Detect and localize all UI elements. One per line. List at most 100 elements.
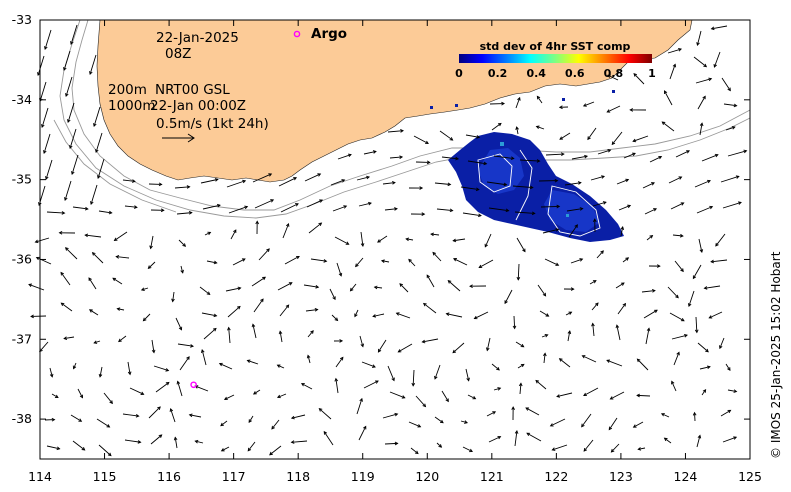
current-vector-head xyxy=(372,150,377,154)
current-vector-head xyxy=(394,207,398,211)
current-vector xyxy=(618,205,631,211)
current-vector-head xyxy=(237,286,242,291)
current-vector-head xyxy=(504,300,508,305)
current-vector xyxy=(226,180,246,188)
current-vector-head xyxy=(310,330,314,334)
current-vector xyxy=(65,247,78,260)
current-vector-head xyxy=(601,175,606,179)
current-vector xyxy=(73,362,77,369)
current-vector-head xyxy=(271,425,275,430)
x-tick-label: 121 xyxy=(480,469,504,484)
current-vector-head xyxy=(687,303,692,308)
current-vector xyxy=(177,343,194,347)
current-vector xyxy=(176,212,192,215)
current-vector-head xyxy=(400,129,404,133)
current-vector-head xyxy=(447,182,452,187)
x-tick-label: 124 xyxy=(674,469,698,484)
current-vector-head xyxy=(394,441,399,446)
current-vector xyxy=(387,365,395,381)
current-vector-head xyxy=(515,126,519,131)
current-vector-head xyxy=(165,381,170,386)
current-vector-head xyxy=(242,179,247,184)
current-vector xyxy=(637,394,651,397)
current-vector xyxy=(291,414,306,419)
current-vector xyxy=(638,447,646,450)
current-vector xyxy=(203,328,217,340)
current-vector-head xyxy=(473,315,478,320)
current-vector-head xyxy=(602,201,607,205)
current-vector xyxy=(542,228,559,234)
current-vector-head xyxy=(63,67,67,72)
current-vector xyxy=(587,127,597,140)
current-vector-head xyxy=(535,379,540,384)
current-vector xyxy=(642,182,655,189)
current-vector xyxy=(221,446,230,452)
current-vector-head xyxy=(609,396,614,400)
depth-label-2: 1000m xyxy=(108,98,156,114)
current-vector xyxy=(377,235,388,243)
colorbar-tick-label: 0 xyxy=(455,67,463,80)
current-vector xyxy=(271,419,280,430)
current-vector-head xyxy=(151,349,156,354)
current-vector-head xyxy=(43,150,47,155)
y-tick-label: -33 xyxy=(12,12,32,27)
current-vector-head xyxy=(241,258,246,262)
current-vector-head xyxy=(606,109,611,113)
current-vector xyxy=(174,186,190,189)
current-vector xyxy=(201,312,217,317)
current-vector xyxy=(486,181,507,186)
current-vector xyxy=(623,152,636,159)
current-vector-head xyxy=(697,434,702,439)
current-vector xyxy=(41,107,49,128)
current-vector xyxy=(225,287,241,292)
current-vector xyxy=(170,408,176,423)
current-vector xyxy=(441,390,449,402)
current-vector xyxy=(664,90,673,106)
current-vector xyxy=(669,64,676,80)
current-vector xyxy=(519,159,540,162)
current-vector-head xyxy=(206,291,211,296)
current-vector xyxy=(148,261,156,269)
current-vector-head xyxy=(363,425,367,430)
current-vector-head xyxy=(113,237,118,242)
current-vector xyxy=(96,418,110,428)
current-vector xyxy=(671,381,677,392)
current-vector xyxy=(330,179,345,186)
current-vector xyxy=(493,387,501,391)
current-vector-head xyxy=(606,359,611,363)
current-vector-head xyxy=(743,149,748,154)
colorbar-tick-label: 0.8 xyxy=(604,67,624,80)
current-vector-head xyxy=(615,324,620,329)
current-vector-head xyxy=(395,312,400,316)
current-vector xyxy=(354,309,359,317)
current-vector xyxy=(722,202,742,209)
current-vector-head xyxy=(497,435,502,440)
current-vector xyxy=(46,445,60,450)
current-vector xyxy=(37,55,45,76)
current-vector xyxy=(382,413,398,419)
current-vector xyxy=(537,284,546,297)
current-vector-head xyxy=(334,377,339,382)
current-vector xyxy=(632,135,649,142)
current-vector-head xyxy=(54,394,59,398)
current-vector xyxy=(99,366,103,377)
current-vector xyxy=(478,259,494,268)
current-vector xyxy=(566,208,583,212)
current-vector xyxy=(77,388,83,398)
current-vector xyxy=(150,235,154,249)
depth-label: 200m xyxy=(108,82,147,98)
current-vector-head xyxy=(577,181,582,185)
current-vector-head xyxy=(727,87,731,92)
current-vector-head xyxy=(555,228,560,232)
current-vector xyxy=(465,368,470,381)
current-vector xyxy=(467,160,487,165)
current-vector xyxy=(148,406,161,419)
current-vector xyxy=(247,441,256,452)
current-vector-head xyxy=(244,205,249,210)
current-vector-head xyxy=(584,154,589,159)
current-vector xyxy=(583,439,594,452)
current-vector-head xyxy=(536,95,541,100)
current-vector xyxy=(674,260,684,272)
current-vector xyxy=(200,178,218,184)
current-vector-head xyxy=(708,77,713,82)
